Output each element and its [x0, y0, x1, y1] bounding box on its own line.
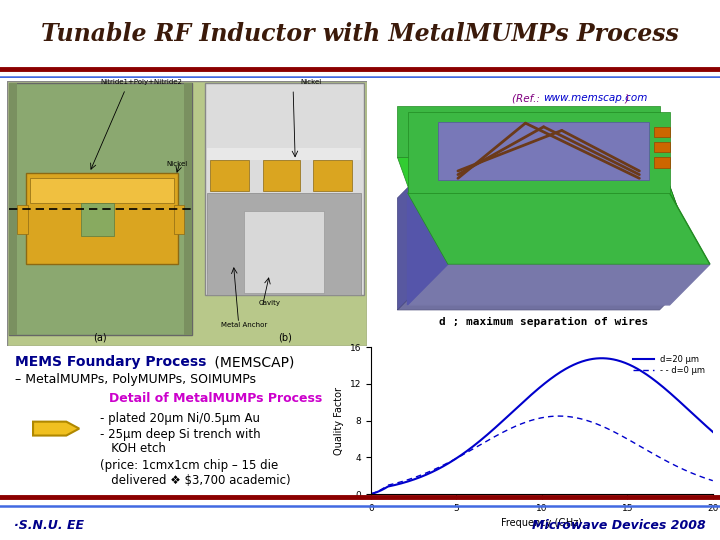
Text: KOH etch: KOH etch — [99, 442, 166, 456]
Text: delivered ❖ $3,700 academic): delivered ❖ $3,700 academic) — [99, 474, 290, 487]
- - d=0 μm — [647, 450, 656, 456]
FancyArrow shape — [33, 422, 79, 436]
FancyBboxPatch shape — [30, 178, 174, 203]
FancyBboxPatch shape — [174, 205, 184, 234]
FancyBboxPatch shape — [9, 83, 192, 335]
Text: (a): (a) — [93, 333, 107, 342]
d=20 μm — [366, 491, 375, 497]
- - d=0 μm — [366, 491, 375, 497]
- - d=0 μm — [529, 416, 538, 423]
Polygon shape — [397, 106, 660, 157]
FancyBboxPatch shape — [184, 83, 192, 335]
Text: Nickel: Nickel — [166, 161, 188, 167]
d=20 μm — [708, 429, 717, 435]
Legend: d=20 μm, - - d=0 μm: d=20 μm, - - d=0 μm — [629, 352, 708, 379]
Text: (MEMSCAP): (MEMSCAP) — [210, 355, 294, 369]
FancyBboxPatch shape — [26, 173, 178, 264]
Text: www.memscap.com: www.memscap.com — [544, 93, 648, 103]
FancyBboxPatch shape — [210, 160, 249, 191]
FancyBboxPatch shape — [244, 211, 324, 293]
- - d=0 μm — [708, 477, 717, 484]
Text: ): ) — [622, 93, 629, 103]
Text: (b): (b) — [278, 333, 292, 342]
- - d=0 μm — [571, 414, 580, 421]
Polygon shape — [408, 193, 710, 264]
FancyBboxPatch shape — [207, 193, 361, 295]
FancyBboxPatch shape — [81, 203, 114, 235]
Text: Nickel: Nickel — [300, 79, 321, 85]
FancyBboxPatch shape — [264, 160, 300, 191]
Text: (price: 1cmx1cm chip – 15 die: (price: 1cmx1cm chip – 15 die — [99, 460, 278, 472]
Polygon shape — [397, 157, 700, 269]
Text: ·S.N.U. EE: ·S.N.U. EE — [14, 519, 84, 532]
- - d=0 μm — [552, 413, 560, 420]
d=20 μm — [598, 355, 606, 361]
FancyBboxPatch shape — [207, 274, 361, 295]
Y-axis label: Quality Factor: Quality Factor — [334, 387, 344, 455]
FancyBboxPatch shape — [7, 81, 367, 346]
FancyBboxPatch shape — [654, 127, 670, 137]
Polygon shape — [408, 112, 670, 193]
Text: - plated 20μm Ni/0.5μm Au: - plated 20μm Ni/0.5μm Au — [99, 411, 259, 425]
- - d=0 μm — [554, 413, 563, 420]
FancyBboxPatch shape — [204, 83, 364, 295]
Text: Metal Anchor: Metal Anchor — [220, 322, 267, 328]
Polygon shape — [397, 157, 438, 310]
Text: Microwave Devices 2008: Microwave Devices 2008 — [532, 519, 706, 532]
d=20 μm — [552, 372, 560, 379]
d=20 μm — [529, 390, 538, 396]
Text: Cavity: Cavity — [258, 300, 281, 306]
Line: d=20 μm: d=20 μm — [371, 358, 713, 494]
Text: Detail of MetalMUMPs Process: Detail of MetalMUMPs Process — [109, 392, 322, 405]
Polygon shape — [408, 264, 710, 305]
Polygon shape — [670, 193, 710, 264]
FancyBboxPatch shape — [654, 142, 670, 152]
Text: (Ref.:: (Ref.: — [513, 93, 544, 103]
- - d=0 μm — [701, 475, 710, 482]
Text: - 25μm deep Si trench with: - 25μm deep Si trench with — [99, 428, 260, 441]
Line: - - d=0 μm: - - d=0 μm — [371, 416, 713, 494]
FancyBboxPatch shape — [207, 148, 361, 160]
Polygon shape — [408, 152, 448, 305]
FancyBboxPatch shape — [312, 160, 352, 191]
Text: Nitride1+Poly+Nitride2: Nitride1+Poly+Nitride2 — [100, 79, 182, 85]
- - d=0 μm — [531, 416, 539, 422]
Text: d ; maximum separation of wires: d ; maximum separation of wires — [439, 317, 648, 327]
FancyBboxPatch shape — [9, 83, 17, 335]
d=20 μm — [531, 388, 539, 395]
Text: MEMS Foundary Process: MEMS Foundary Process — [14, 355, 206, 369]
FancyBboxPatch shape — [654, 157, 670, 167]
FancyBboxPatch shape — [17, 205, 28, 234]
X-axis label: Frequency (GHz): Frequency (GHz) — [501, 518, 582, 528]
Polygon shape — [397, 269, 700, 310]
d=20 μm — [647, 375, 656, 381]
d=20 μm — [701, 422, 710, 428]
Text: – MetalMUMPs, PolyMUMPs, SOIMUMPs: – MetalMUMPs, PolyMUMPs, SOIMUMPs — [14, 373, 256, 386]
d=20 μm — [570, 361, 579, 368]
Text: Tunable RF Inductor with MetalMUMPs Process: Tunable RF Inductor with MetalMUMPs Proc… — [41, 22, 679, 46]
Polygon shape — [438, 122, 649, 180]
Polygon shape — [660, 157, 700, 269]
